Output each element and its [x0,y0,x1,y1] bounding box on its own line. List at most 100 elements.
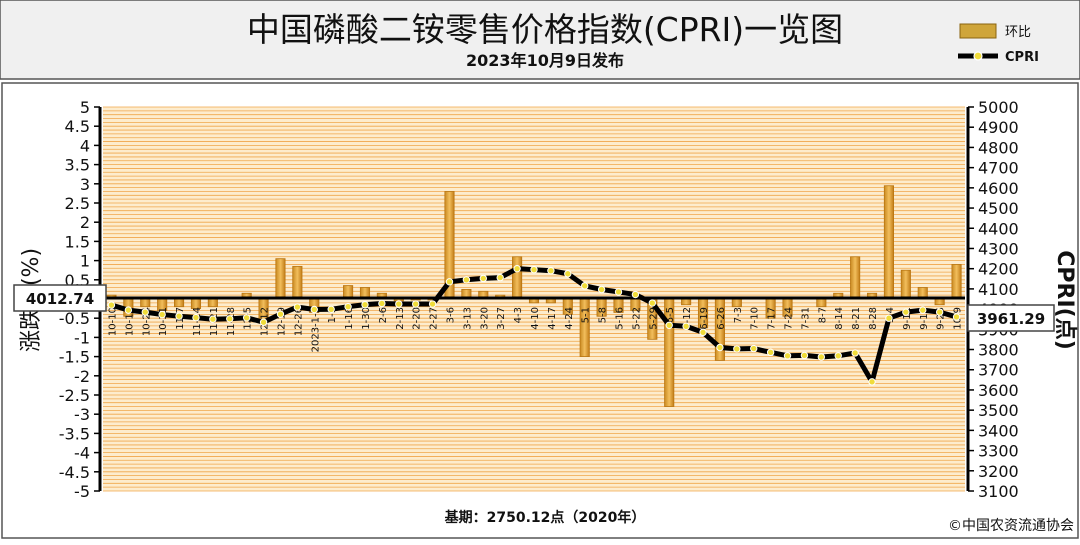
cpri-point [428,300,437,308]
cpri-point [192,313,200,322]
x-tick-label: 11-14 [192,307,203,336]
bar [883,185,894,300]
left-tick-label: 3 [80,175,90,194]
cpri-point [885,314,893,322]
cpri-point [919,306,927,314]
x-tick-label: 2-13 [395,307,406,330]
cpri-point [952,313,961,321]
right-tick-label: 4300 [978,239,1019,258]
cpri-point [834,352,842,360]
x-tick-label: 3-13 [462,307,473,330]
x-tick-label: 8-28 [868,307,879,330]
left-tick-label: -1 [74,328,90,347]
left-tick-label: -3 [74,405,90,424]
cpri-point [902,308,910,316]
left-tick-label: 1 [80,252,90,271]
right-tick-label: 4900 [978,118,1019,137]
cpri-point [411,300,420,308]
base-period-note: 基期：2750.12点（2020年） [445,509,646,526]
right-tick-label: 3700 [978,361,1019,380]
x-tick-label: 10-24 [141,307,152,336]
right-value-callout: 3961.29 [967,304,1055,332]
x-tick-label: 5-8 [598,307,609,323]
x-tick-label: 5-22 [631,307,642,330]
cpri-point [564,270,572,278]
cpri-point [648,299,657,307]
x-tick-label: 6-5 [665,307,676,323]
bar [816,298,827,308]
bar [275,258,286,300]
bar [681,298,692,306]
x-tick-label: 8-14 [834,307,845,330]
x-tick-label: 1-30 [361,307,372,330]
left-tick-label: -5 [74,482,90,501]
x-tick-label: 5-1 [581,307,592,323]
cpri-point [259,318,268,326]
x-tick-label: 6-19 [699,307,710,330]
cpri-point [462,276,471,284]
cpri-point [158,310,166,319]
cpri-point [783,352,792,360]
left-tick-label: 4 [80,136,90,155]
cpri-point [327,305,335,314]
cpri-point [175,312,183,320]
x-tick-label: 10-10 [107,307,118,336]
cpri-point [716,343,724,352]
x-tick-label: 4-24 [564,307,575,330]
cpri-point [310,305,318,314]
x-tick-label: 8-7 [817,307,828,323]
cpri-point [868,378,876,386]
header-band [0,0,1080,80]
x-tick-label: 6-26 [716,307,727,330]
x-tick-label: 2-6 [378,307,389,323]
cpri-point [614,288,623,296]
cpri-point [935,308,944,316]
left-tick-label: 2 [80,213,90,232]
right-tick-label: 3500 [978,401,1019,420]
right-tick-label: 3200 [978,462,1019,481]
bar [951,264,962,300]
x-tick-label: 9-18 [919,307,930,330]
bar [140,298,151,308]
x-tick-label: 7-3 [733,307,744,323]
x-tick-label: 4-3 [513,307,524,323]
right-callout-value: 3961.29 [977,310,1045,328]
left-tick-label: -4.5 [59,463,90,482]
cpri-point [513,264,521,273]
cpri-point [209,315,217,323]
legend-bar-label: 环比 [1005,25,1031,40]
left-tick-label: 1.5 [65,232,90,251]
x-tick-label: 12-26 [293,307,304,336]
left-axis-ticks: -5-4.5-4-3.5-3-2.5-2-1.5-1-0.500.511.522… [59,98,100,501]
bar [174,298,185,308]
cpri-point [242,314,251,322]
x-tick-label: 12-19 [276,307,287,336]
cpri-point [530,265,538,274]
chart-subtitle: 2023年10月9日发布 [466,51,624,70]
left-callout-value: 4012.74 [26,290,94,308]
cpri-point [547,267,555,275]
left-tick-label: 4.5 [65,117,90,136]
bar [292,265,303,300]
x-tick-label: 3-6 [445,307,456,323]
cpri-point [750,344,758,353]
cpri-point [344,302,352,311]
x-tick-label: 9-11 [902,307,913,330]
bar [512,256,523,300]
right-tick-label: 4600 [978,179,1019,198]
cpri-line-series [107,264,961,386]
chart-title: 中国磷酸二铵零售价格指数(CPRI)一览图 [247,10,843,49]
right-tick-label: 4400 [978,219,1019,238]
x-tick-label: 10-17 [124,307,135,336]
right-tick-label: 3400 [978,421,1019,440]
cpri-point [124,306,133,314]
cpri-point [581,282,589,290]
left-tick-label: -4 [74,444,90,463]
right-tick-label: 4100 [978,280,1019,299]
right-axis-label: CPRI(点) [1052,250,1078,350]
cpri-point [766,348,775,357]
right-tick-label: 4200 [978,260,1019,279]
x-tick-label: 3-27 [496,307,507,330]
x-tick-label: 9-25 [936,307,947,330]
x-tick-label: 7-10 [750,307,761,330]
